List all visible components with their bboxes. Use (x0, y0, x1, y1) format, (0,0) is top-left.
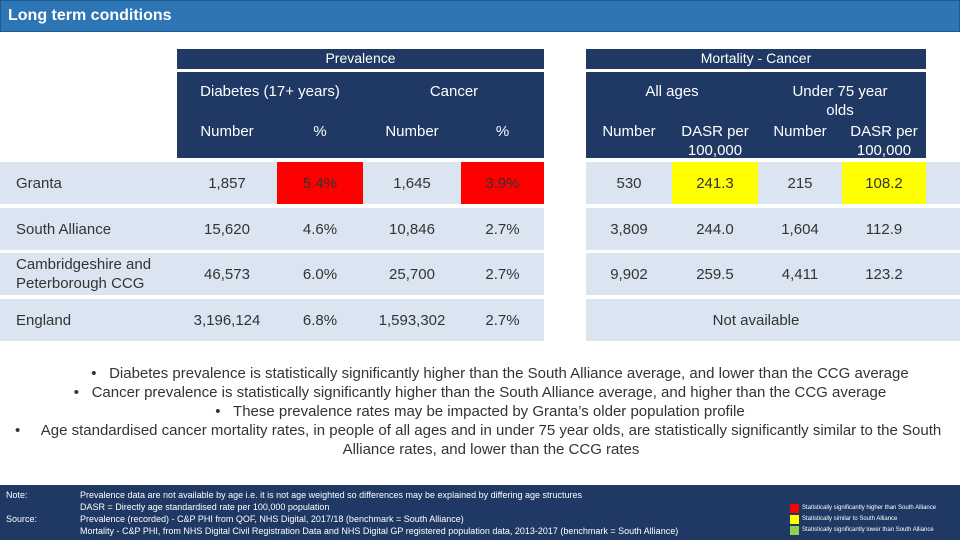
south-all-dasr: 244.0 (696, 220, 734, 238)
granta-u75-num: 215 (787, 174, 813, 192)
cancer-percent-header: % (495, 123, 510, 140)
note-line-2: DASR = Directly age standardised rate pe… (80, 502, 330, 512)
note-label: Note: (6, 490, 28, 500)
highlight-all-dasr-granta (672, 162, 758, 204)
under75-header: Under 75 year olds (792, 83, 888, 119)
bullet-list: • Diabetes prevalence is statistically s… (0, 364, 960, 459)
prevalence-header: Prevalence (177, 49, 544, 69)
prevalence-subheader (177, 72, 544, 158)
legend-swatch-red (790, 504, 799, 513)
highlight-u75-dasr-granta (842, 162, 926, 204)
granta-u75-dasr: 108.2 (865, 174, 903, 192)
south-all-num: 3,809 (610, 220, 648, 238)
legend-label-red: Statistically significantly higher than … (802, 505, 937, 511)
ccg-all-num: 9,902 (610, 265, 648, 283)
ccg-all-dasr: 259.5 (696, 265, 734, 283)
granta-diab-pct: 5.4% (302, 174, 338, 192)
ccg-canc-num: 25,700 (389, 265, 435, 283)
ccg-u75-num: 4,411 (781, 265, 819, 283)
source-label: Source: (6, 514, 38, 524)
row-bg-ccg (0, 253, 960, 295)
title-bar: Long term conditions (0, 0, 960, 32)
granta-all-dasr: 241.3 (696, 174, 734, 192)
footer: Note: Prevalence data are not available … (0, 485, 960, 540)
ccg-canc-pct: 2.7% (485, 265, 520, 283)
south-canc-pct: 2.7% (485, 220, 520, 238)
row-label-granta: Granta (16, 174, 62, 192)
ccg-diab-num: 46,573 (204, 265, 250, 283)
bullet-item: • Age standardised cancer mortality rates… (15, 422, 942, 458)
legend-swatch-green (790, 526, 799, 535)
england-diab-num: 3,196,124 (193, 311, 261, 329)
england-not-available: Not available (712, 311, 800, 329)
diabetes-percent-header: % (313, 123, 327, 140)
mortality-subheader (586, 72, 926, 158)
legend-label-yellow: Statistically similar to South Alliance (802, 516, 898, 522)
ccg-diab-pct: 6.0% (302, 265, 338, 283)
cancer-number-header: Number (385, 123, 439, 140)
column-gap (544, 160, 586, 343)
england-canc-num: 1,593,302 (378, 311, 446, 329)
page-title: Long term conditions (8, 7, 172, 24)
legend-label-green: Statistically significantly lower than S… (802, 527, 934, 533)
row-bg-england (0, 299, 960, 341)
south-diab-num: 15,620 (204, 220, 250, 238)
cancer-header: Cancer (429, 83, 479, 100)
bullet-item: • These prevalence rates may be impacted… (215, 403, 745, 420)
u75-dasr-header: DASR per 100,000 (850, 123, 918, 159)
granta-canc-num: 1,645 (393, 174, 431, 192)
all-number-header: Number (602, 123, 656, 140)
granta-diab-num: 1,857 (208, 174, 246, 192)
row-label-south-alliance: South Alliance (16, 220, 112, 238)
source-line-2: Mortality - C&P PHI, from NHS Digital Ci… (80, 526, 679, 536)
diabetes-header: Diabetes (17+ years) (200, 83, 340, 100)
south-u75-num: 1,604 (781, 220, 819, 238)
source-line-1: Prevalence (recorded) - C&P PHI from QOF… (80, 514, 464, 524)
south-diab-pct: 4.6% (302, 220, 338, 238)
granta-canc-pct: 3.9% (485, 174, 520, 192)
highlight-canc-pct-granta (461, 162, 544, 204)
ccg-u75-dasr: 123.2 (865, 265, 903, 283)
diabetes-number-header: Number (200, 123, 254, 140)
south-u75-dasr: 112.9 (865, 220, 903, 238)
row-label-england: England (16, 311, 72, 329)
granta-all-num: 530 (616, 174, 642, 192)
mortality-header: Mortality - Cancer (586, 49, 926, 69)
row-bg-south (0, 208, 960, 250)
row-label-ccg: Cambridgeshire and Peterborough CCG (16, 256, 152, 292)
note-line-1: Prevalence data are not available by age… (80, 490, 582, 500)
england-canc-pct: 2.7% (485, 311, 520, 329)
highlight-diab-pct-granta (277, 162, 363, 204)
u75-number-header: Number (773, 123, 827, 140)
bullet-item: • Cancer prevalence is statistically sig… (73, 384, 887, 401)
all-dasr-header: DASR per 100,000 (681, 123, 749, 159)
south-canc-num: 10,846 (389, 220, 435, 238)
legend-swatch-yellow (790, 515, 799, 524)
england-diab-pct: 6.8% (302, 311, 338, 329)
bullet-item: • Diabetes prevalence is statistically s… (91, 365, 909, 382)
all-ages-header: All ages (645, 83, 699, 100)
